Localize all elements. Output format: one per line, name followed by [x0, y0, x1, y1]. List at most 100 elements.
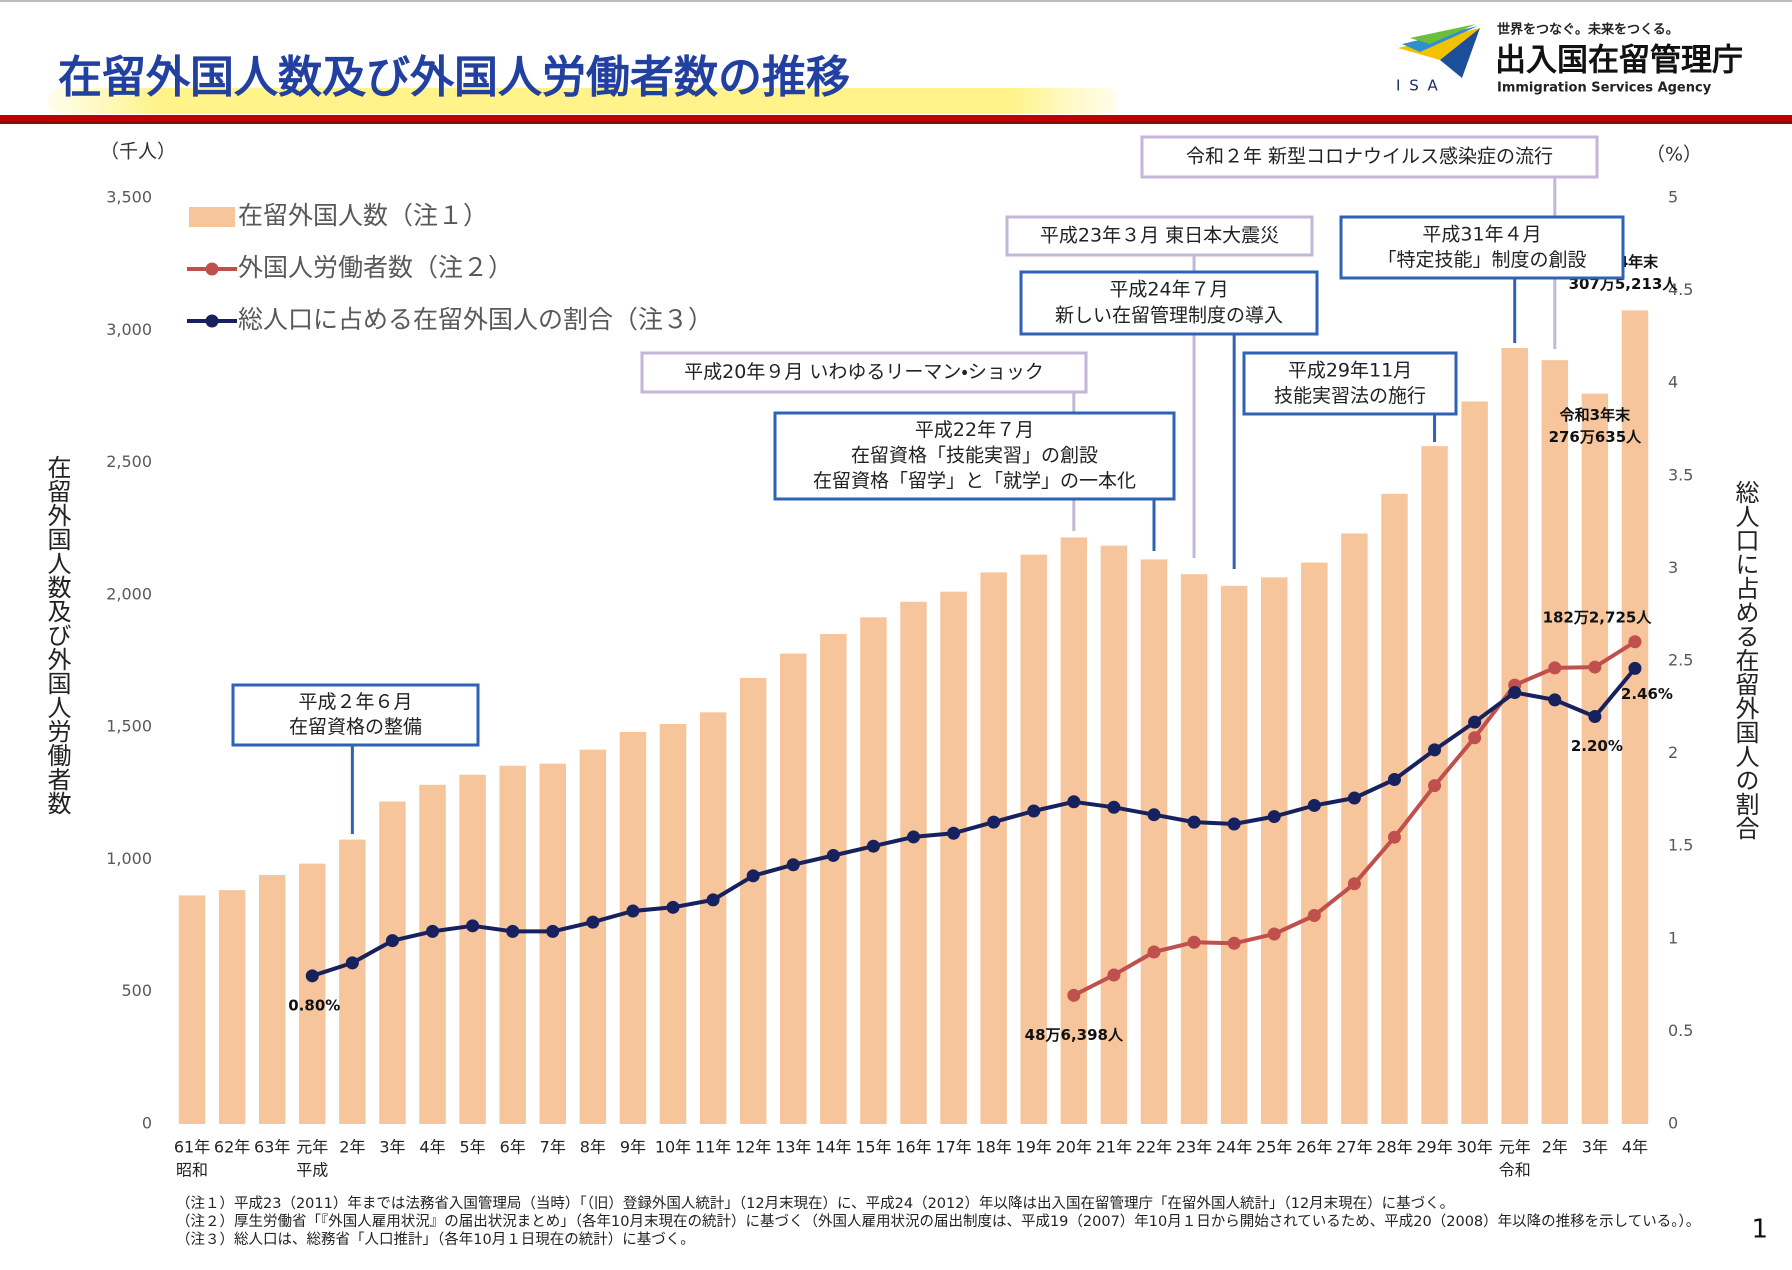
x-tick-label: 26年 — [1296, 1138, 1332, 1157]
marker — [305, 969, 319, 983]
legend-swatch — [189, 207, 235, 227]
annotation-text: 在留資格「留学」と「就学」の一本化 — [813, 470, 1136, 492]
y2-tick-label: 2.5 — [1668, 651, 1693, 670]
marker — [666, 900, 680, 914]
bar — [499, 765, 526, 1124]
era-label: 平成 — [296, 1161, 328, 1180]
bar — [1060, 537, 1088, 1124]
x-tick-label: 12年 — [735, 1138, 771, 1157]
annotation-text: 平成２年６月 — [298, 691, 412, 713]
annotation-text: 平成20年９月 いわゆるリーマン・ショック — [684, 361, 1044, 383]
x-tick-label: 19年 — [1016, 1138, 1052, 1157]
marker — [826, 848, 840, 862]
bar — [1581, 393, 1609, 1124]
y-tick-label: 2,500 — [106, 452, 152, 471]
marker — [506, 924, 520, 938]
header-band-shadow — [0, 121, 1792, 124]
bar — [1020, 554, 1047, 1124]
bar — [1541, 360, 1569, 1125]
y2-tick-label: 3.5 — [1668, 465, 1693, 484]
marker — [1588, 660, 1602, 674]
y-unit: （千人） — [100, 141, 176, 163]
data-label: 48万6,398人 — [1025, 1026, 1124, 1044]
x-tick-label: 17年 — [935, 1138, 971, 1157]
marker — [1067, 988, 1081, 1002]
x-tick-label: 4年 — [1622, 1138, 1648, 1157]
x-tick-label: 4年 — [419, 1138, 445, 1157]
legend-swatch — [205, 262, 219, 276]
y-tick-label: 0 — [142, 1114, 152, 1133]
annotation-box — [1242, 351, 1458, 416]
page-number: 1 — [1751, 1215, 1768, 1245]
era-label: 昭和 — [176, 1161, 208, 1180]
annotation-text: 平成29年11月 — [1288, 359, 1412, 381]
era-label: 令和 — [1499, 1161, 1531, 1180]
bar — [1261, 577, 1288, 1124]
bar — [1180, 574, 1208, 1124]
annotation-text: 平成23年３月 東日本大震災 — [1040, 225, 1279, 247]
note: （注１）平成23（2011）年までは法務省入国管理局（当時）「（旧）登録外国人統… — [176, 1194, 1454, 1212]
x-tick-label: 29年 — [1416, 1138, 1452, 1157]
annotation-text: 令和２年 新型コロナウイルス感染症の流行 — [1186, 146, 1553, 168]
annotation-box — [640, 351, 1088, 394]
x-tick-label: 6年 — [500, 1138, 526, 1157]
legend-label: 総人口に占める在留外国人の割合（注３） — [238, 305, 713, 334]
marker — [1548, 661, 1562, 675]
annotation-box — [1339, 215, 1625, 280]
series-line — [311, 667, 1637, 978]
data-label: 2.20% — [1571, 737, 1623, 755]
x-tick-label: 63年 — [254, 1138, 290, 1157]
bar — [218, 890, 246, 1124]
x-tick-label: 61年 — [174, 1138, 210, 1157]
header-band — [0, 115, 1792, 121]
y-axis-title: 在留外国人数及び外国人労働者数 — [43, 455, 71, 815]
x-tick-label: 8年 — [580, 1138, 606, 1157]
y2-unit: （%） — [1646, 144, 1702, 166]
y-tick-label: 3,500 — [106, 188, 152, 207]
bar — [1501, 348, 1528, 1125]
y2-tick-label: 4 — [1668, 373, 1678, 392]
y2-tick-label: 0.5 — [1668, 1021, 1693, 1040]
x-tick-label: 7年 — [540, 1138, 566, 1157]
marker — [1307, 798, 1321, 812]
annotation-text: 平成22年７月 — [915, 419, 1034, 441]
marker — [907, 830, 920, 844]
bar — [780, 653, 807, 1124]
data-label: 2.46% — [1621, 685, 1673, 703]
marker — [1027, 804, 1041, 818]
marker — [1347, 791, 1361, 805]
bar — [739, 677, 767, 1124]
x-tick-label: 30年 — [1456, 1138, 1492, 1157]
bar — [1140, 559, 1168, 1124]
bar — [900, 601, 927, 1124]
marker — [1428, 743, 1442, 757]
logo-shape — [1410, 24, 1476, 44]
legend: 在留外国人数（注１） 外国人労働者数（注２） 総人口に占める在留外国人の割合（注３） — [187, 201, 713, 334]
x-tick-label: 5年 — [460, 1138, 486, 1157]
annotation-box — [1140, 135, 1599, 179]
marker — [1107, 968, 1121, 982]
x-tick-label: 21年 — [1096, 1138, 1132, 1157]
marker — [1588, 710, 1602, 724]
marker — [1347, 877, 1361, 891]
logo-tagline: 世界をつなぐ。未来をつくる。 — [1497, 22, 1679, 38]
bar — [579, 749, 607, 1124]
logo-name: 出入国在留管理庁 — [1495, 43, 1743, 79]
annotation-box — [773, 411, 1176, 501]
annotation-text: 新しい在留管理制度の導入 — [1055, 305, 1283, 327]
annotation-text: 技能実習法の施行 — [1274, 385, 1426, 407]
marker — [987, 815, 1001, 829]
y2-tick-label: 4.5 — [1668, 280, 1693, 299]
marker — [1548, 693, 1562, 707]
data-label: 令和3年末 — [1560, 406, 1631, 424]
annotation-text: 在留資格の整備 — [289, 716, 422, 738]
annotation-box — [1019, 270, 1319, 336]
marker — [1067, 795, 1081, 809]
x-tick-label: 20年 — [1056, 1138, 1092, 1157]
y-tick-label: 500 — [121, 981, 152, 1000]
y2-tick-label: 1.5 — [1668, 836, 1693, 855]
data-label: 276万635人 — [1549, 428, 1643, 446]
note: （注３）総人口は、総務省「人口推計」（各年10月１日現在の統計）に基づく。 — [176, 1231, 695, 1248]
